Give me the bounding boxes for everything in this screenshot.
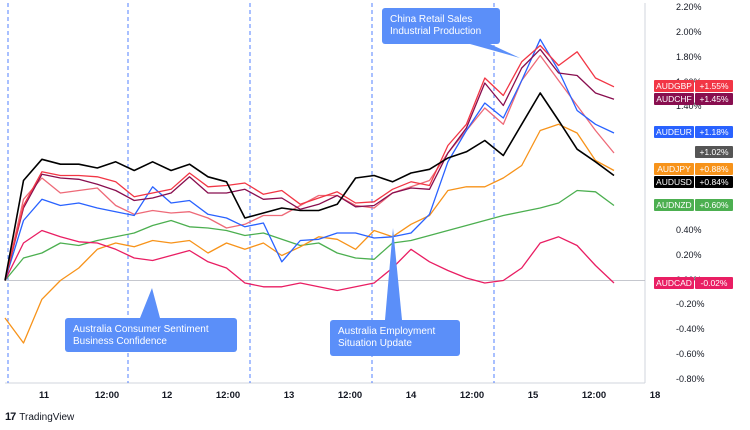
series-line-audeur [4, 38, 615, 281]
badge-label: AUDJPY [657, 164, 691, 174]
badge-value-bg [695, 277, 733, 289]
annotation-text: Australia Employment [338, 326, 435, 337]
annotation-text: Situation Update [338, 338, 412, 349]
badge-value: +1.02% [699, 147, 729, 157]
annotation-text: China Retail Sales [390, 14, 472, 25]
series-line-audchf [4, 48, 615, 281]
x-tick-label: 12:00 [338, 390, 362, 401]
y-tick-label: -0.20% [676, 299, 705, 309]
badge-value-bg [695, 146, 733, 158]
badge-label: AUDEUR [656, 127, 692, 137]
badge-label-bg [654, 80, 694, 92]
series-line-audusd [4, 92, 615, 281]
y-tick-label: 2.20% [676, 2, 702, 12]
annotation-text: Business Confidence [73, 336, 167, 347]
badge-label-bg [654, 176, 694, 188]
y-tick-label: -0.40% [676, 324, 705, 334]
annotation-text: Industrial Production [390, 26, 481, 37]
tradingview-name: TradingView [19, 411, 75, 423]
badge-label: AUDGBP [656, 81, 692, 91]
badge-value: +1.18% [699, 127, 729, 137]
tradingview-logo-icon: 17 [5, 411, 16, 423]
y-tick-label: -0.80% [676, 374, 705, 384]
badge-label: AUDUSD [656, 177, 692, 187]
y-tick-label: 0.20% [676, 250, 702, 260]
badge-value-bg [695, 199, 733, 211]
series-line-audcad [4, 229, 615, 292]
y-tick-label: 2.00% [676, 27, 702, 37]
annotation-pointer [470, 44, 520, 58]
badge-label-bg [654, 163, 694, 175]
x-tick-label: 12:00 [216, 390, 240, 401]
annotation-pointer [140, 288, 160, 318]
annotation-box [65, 318, 237, 352]
y-tick-label: 0.40% [676, 225, 702, 235]
x-tick-label: 18 [650, 390, 661, 401]
badge-label-bg [654, 126, 694, 138]
x-tick-label: 11 [39, 390, 50, 401]
annotation-box [382, 8, 500, 44]
badge-value: +0.84% [699, 177, 729, 187]
badge-value-bg [695, 93, 733, 105]
x-tick-label: 12:00 [582, 390, 606, 401]
badge-value-bg [695, 163, 733, 175]
badge-label-bg [654, 93, 694, 105]
badge-value-bg [695, 80, 733, 92]
badge-label-bg [654, 277, 694, 289]
x-tick-label: 12 [162, 390, 173, 401]
badge-label: AUDCHF [656, 94, 691, 104]
badge-label-bg [654, 199, 694, 211]
y-tick-label: -0.60% [676, 349, 705, 359]
badge-value: -0.02% [701, 278, 728, 288]
y-tick-label: 1.40% [676, 101, 702, 111]
series-line-audgbp [4, 44, 615, 281]
annotation-text: Australia Consumer Sentiment [73, 324, 209, 335]
series-line-audjpy [4, 123, 615, 344]
x-tick-label: 12:00 [95, 390, 119, 401]
x-tick-label: 15 [528, 390, 539, 401]
x-tick-label: 14 [406, 390, 417, 401]
badge-value: +1.55% [699, 81, 729, 91]
badge-value-bg [695, 176, 733, 188]
annotation-pointer [385, 228, 402, 320]
y-tick-label: 1.80% [676, 52, 702, 62]
x-tick-label: 13 [284, 390, 295, 401]
annotation-box [330, 320, 460, 356]
badge-label: AUDCAD [656, 278, 692, 288]
x-tick-label: 12:00 [460, 390, 484, 401]
badge-value: +1.45% [699, 94, 729, 104]
badge-value-bg [695, 126, 733, 138]
badge-value: +0.88% [699, 164, 729, 174]
tradingview-brand[interactable]: 17 TradingView [5, 411, 74, 423]
badge-label: AUDNZD [656, 200, 691, 210]
badge-value: +0.60% [699, 200, 729, 210]
series-line-audnzd [4, 189, 615, 281]
